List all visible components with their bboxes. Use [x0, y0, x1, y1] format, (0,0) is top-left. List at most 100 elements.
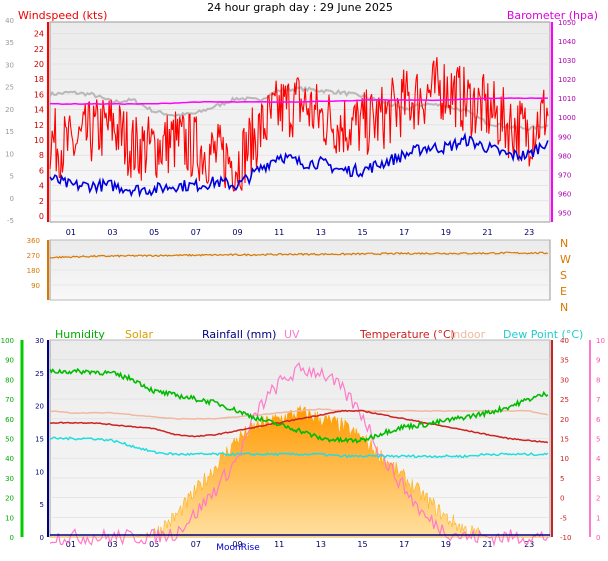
time-tick-p3-01: 01: [66, 540, 76, 549]
baro-tick-1030: 1030: [558, 57, 576, 65]
uv-tick-7: 7: [596, 396, 600, 404]
wind-tick-22: 22: [34, 45, 44, 54]
uv-tick-8: 8: [596, 376, 600, 384]
baro-tick-1050: 1050: [558, 19, 576, 27]
solar-tick-0: 0: [40, 534, 44, 542]
time-tick-p3-07: 07: [191, 540, 201, 549]
baro-tick-1040: 1040: [558, 38, 576, 46]
series-dew-point: [49, 436, 549, 459]
humidity-tick-100: 100: [1, 337, 14, 345]
baro-tick-1000: 1000: [558, 114, 576, 122]
uv-tick-10: 10: [596, 337, 605, 345]
dir-label-3: E: [560, 285, 567, 298]
series-windspeed-average: [49, 132, 549, 198]
legend-rainfall: Rainfall (mm): [202, 328, 276, 341]
time-tick-p1-13: 13: [316, 228, 326, 237]
humidity-tick-0: 0: [10, 534, 14, 542]
wind-tick-2: 2: [39, 197, 44, 206]
uv-tick-6: 6: [596, 416, 601, 424]
series-barometer: [49, 97, 548, 105]
baro-tick-970: 970: [558, 171, 571, 179]
humidity-tick-30: 30: [5, 475, 14, 483]
time-tick-p1-17: 17: [399, 228, 409, 237]
wind-outer-tick-20: 20: [5, 106, 14, 114]
time-tick-p3-13: 13: [316, 540, 326, 549]
baro-tick-1020: 1020: [558, 76, 576, 84]
wind-outer-tick-35: 35: [5, 39, 14, 47]
wind-outer-tick-10: 10: [5, 150, 14, 158]
wind-tick-0: 0: [39, 212, 44, 221]
solar-tick-10: 10: [35, 468, 44, 476]
gridlines: [50, 33, 550, 538]
wind-tick-16: 16: [34, 90, 44, 99]
humidity-tick-90: 90: [5, 357, 14, 365]
temp-tick-0: 0: [560, 495, 564, 503]
temp-tick-5: 5: [560, 475, 564, 483]
time-tick-p1-23: 23: [524, 228, 534, 237]
humidity-tick-20: 20: [5, 495, 14, 503]
uv-tick-1: 1: [596, 514, 600, 522]
series-indoor: [49, 408, 549, 420]
temp-tick-35: 35: [560, 357, 569, 365]
legend-dew-point: Dew Point (°C): [503, 328, 583, 341]
moonrise-label: MoonRise: [216, 543, 260, 553]
time-tick-p3-17: 17: [399, 540, 409, 549]
series-humidity: [49, 367, 549, 444]
series-windspeed-gust: [49, 57, 549, 192]
barometer-axis-label: Barometer (hpa): [507, 9, 598, 22]
dir-tick-270: 270: [27, 252, 40, 260]
humidity-tick-70: 70: [5, 396, 14, 404]
temp-tick--10: -10: [560, 534, 571, 542]
dir-label-0: N: [560, 237, 568, 250]
solar-tick-15: 15: [35, 436, 44, 444]
series-temperature: [49, 409, 549, 444]
solar-tick-30: 30: [35, 337, 44, 345]
wind-outer-tick-30: 30: [5, 61, 14, 69]
legend-humidity: Humidity: [55, 328, 105, 341]
time-tick-p1-15: 15: [357, 228, 367, 237]
dir-tick-180: 180: [27, 267, 40, 275]
windspeed-axis-label: Windspeed (kts): [18, 9, 107, 22]
baro-tick-950: 950: [558, 209, 571, 217]
time-tick-p3-03: 03: [107, 540, 117, 549]
temp-tick-15: 15: [560, 436, 569, 444]
dir-label-2: S: [560, 269, 567, 282]
time-tick-p3-21: 21: [482, 540, 492, 549]
dir-tick-90: 90: [31, 282, 40, 290]
time-tick-p1-05: 05: [149, 228, 159, 237]
legend-indoor: Indoor: [450, 328, 486, 341]
baro-tick-990: 990: [558, 133, 571, 141]
dir-label-4: N: [560, 301, 568, 314]
time-tick-p3-11: 11: [274, 540, 284, 549]
time-tick-p3-19: 19: [441, 540, 451, 549]
wind-outer-tick-0: 0: [10, 195, 14, 203]
chart-title: 24 hour graph day : 29 June 2025: [207, 1, 393, 14]
humidity-tick-40: 40: [5, 455, 14, 463]
wind-outer-tick-5: 5: [10, 173, 14, 181]
wind-tick-6: 6: [39, 166, 44, 175]
uv-tick-3: 3: [596, 475, 600, 483]
time-tick-p1-01: 01: [66, 228, 76, 237]
uv-tick-9: 9: [596, 357, 600, 365]
wind-outer-tick--5: -5: [7, 217, 14, 225]
time-tick-p1-09: 09: [232, 228, 242, 237]
wind-tick-4: 4: [39, 182, 44, 191]
time-tick-p1-19: 19: [441, 228, 451, 237]
temp-tick-40: 40: [560, 337, 569, 345]
time-tick-p1-03: 03: [107, 228, 117, 237]
uv-tick-0: 0: [596, 534, 600, 542]
wind-outer-tick-40: 40: [5, 17, 14, 25]
wind-tick-12: 12: [34, 121, 44, 130]
humidity-tick-60: 60: [5, 416, 14, 424]
chart-marks: [49, 57, 550, 547]
legend-temperature: Temperature (°C): [359, 328, 455, 341]
wind-outer-tick-25: 25: [5, 84, 14, 92]
humidity-tick-80: 80: [5, 376, 14, 384]
series-wind-direction: [49, 251, 549, 259]
time-tick-p3-09: 09: [232, 540, 242, 549]
wind-tick-10: 10: [34, 136, 44, 145]
humidity-tick-10: 10: [5, 514, 14, 522]
time-tick-p3-15: 15: [357, 540, 367, 549]
wind-tick-18: 18: [34, 75, 44, 84]
